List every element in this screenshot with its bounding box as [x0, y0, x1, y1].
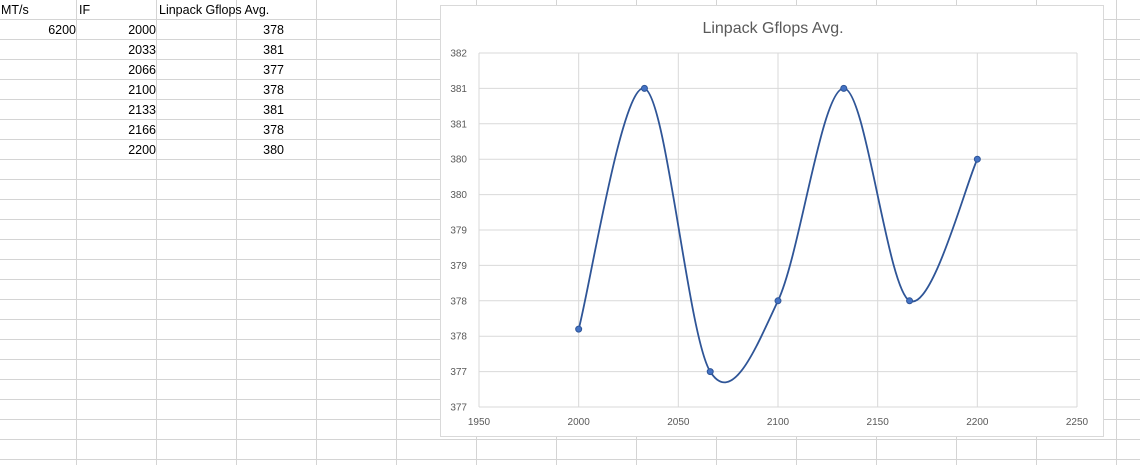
x-tick-label: 2200: [966, 417, 989, 428]
y-tick-label: 380: [450, 190, 467, 201]
x-tick-label: 2000: [568, 417, 591, 428]
data-point-marker: [840, 84, 848, 92]
y-tick-label: 381: [450, 119, 467, 130]
header-gflops[interactable]: Linpack Gflops Avg.: [159, 3, 270, 17]
data-point-marker: [906, 297, 914, 305]
y-tick-label: 381: [450, 84, 467, 95]
y-tick-label: 378: [450, 296, 467, 307]
cell-if-value[interactable]: 2100: [128, 83, 156, 97]
chart-gridlines: [478, 52, 1078, 408]
data-point-marker: [640, 84, 648, 92]
cell-gflops-value[interactable]: 380: [263, 143, 284, 157]
cell-if-value[interactable]: 2033: [128, 43, 156, 57]
x-tick-label: 2150: [867, 417, 890, 428]
y-tick-label: 378: [450, 332, 467, 343]
cell-mts-value[interactable]: 6200: [48, 23, 76, 37]
header-mts[interactable]: MT/s: [1, 3, 29, 17]
cell-gflops-value[interactable]: 381: [263, 103, 284, 117]
cell-gflops-value[interactable]: 378: [263, 23, 284, 37]
y-tick-label: 377: [450, 403, 467, 414]
cell-if-value[interactable]: 2000: [128, 23, 156, 37]
cell-gflops-value[interactable]: 378: [263, 123, 284, 137]
cell-if-value[interactable]: 2200: [128, 143, 156, 157]
x-tick-label: 2250: [1066, 417, 1089, 428]
line-chart: Linpack Gflops Avg. 377 377 378 378 379 379 38…: [450, 20, 1089, 428]
cell-gflops-value[interactable]: 381: [263, 43, 284, 57]
x-axis-labels: 1950 2000 2050 2100 2150 2200 2250: [468, 417, 1089, 428]
data-point-marker: [774, 297, 782, 305]
data-point-marker: [706, 368, 714, 376]
cell-if-value[interactable]: 2166: [128, 123, 156, 137]
cell-if-value[interactable]: 2133: [128, 103, 156, 117]
chart-title: Linpack Gflops Avg.: [702, 20, 843, 37]
y-tick-label: 377: [450, 367, 467, 378]
cell-gflops-value[interactable]: 378: [263, 83, 284, 97]
y-tick-label: 380: [450, 155, 467, 166]
header-if[interactable]: IF: [79, 3, 91, 17]
y-tick-label: 379: [450, 226, 467, 237]
y-tick-label: 382: [450, 49, 467, 60]
data-point-marker: [575, 325, 583, 333]
x-tick-label: 2050: [667, 417, 690, 428]
cell-if-value[interactable]: 2066: [128, 63, 156, 77]
chart-container[interactable]: Linpack Gflops Avg. 377 377 378 378 379 379 38…: [440, 5, 1104, 437]
y-tick-label: 379: [450, 261, 467, 272]
x-tick-label: 1950: [468, 417, 491, 428]
y-axis-labels: 377 377 378 378 379 379 380 380 381 381 382: [450, 49, 467, 414]
cell-gflops-value[interactable]: 377: [263, 63, 284, 77]
data-point-marker: [973, 155, 981, 163]
series-markers: [575, 84, 981, 376]
x-tick-label: 2100: [767, 417, 790, 428]
